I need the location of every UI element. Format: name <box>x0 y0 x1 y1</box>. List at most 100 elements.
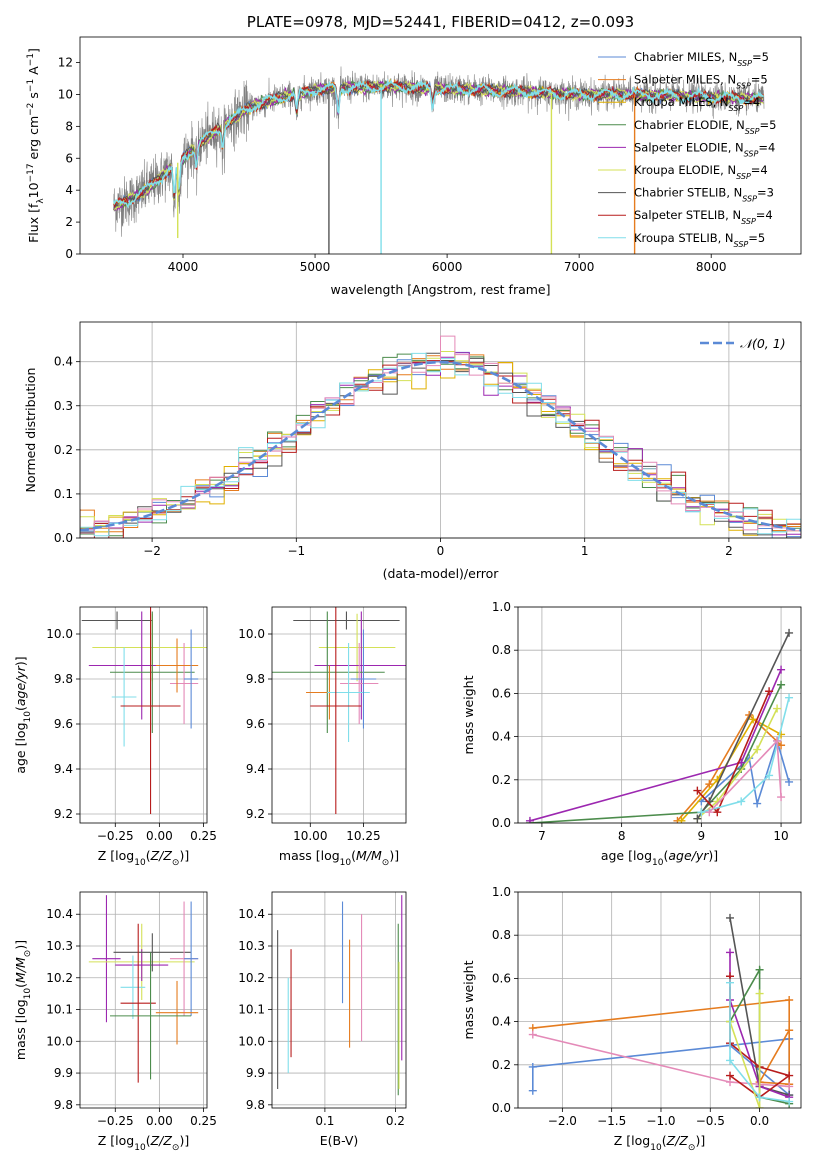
y-axis-label-part: mass [log <box>13 999 28 1060</box>
weight-marker <box>753 745 762 754</box>
x-axis-label-part: )] <box>389 848 399 863</box>
legend-label: Chabrier MILES, NSSP=5 <box>634 50 769 68</box>
y-axis-label-part: s <box>26 92 41 103</box>
axes-age_vs_mass: 10.00 10.25 9.2 9.4 9.6 9.8 10.0 mass [log10(M/… <box>238 606 407 868</box>
x-axis-label-part: Z/Z <box>666 1133 689 1148</box>
weight-marker <box>726 978 735 987</box>
x-axis-label-part: ⊙ <box>382 858 390 868</box>
legend-label: Salpeter ELODIE, NSSP=4 <box>634 140 775 158</box>
y-tick-label: 0.8 <box>492 928 511 942</box>
weight-marker <box>726 1071 735 1080</box>
legend-label: Salpeter MILES, NSSP=5 <box>634 73 768 91</box>
legend-label-n: =4 <box>756 208 773 222</box>
x-tick-label: 0.25 <box>190 829 217 843</box>
y-axis-label-part: age/yr <box>13 665 28 706</box>
weight-marker <box>528 1062 537 1071</box>
normal-curve <box>80 360 801 532</box>
x-axis-label: Z [log10(Z/Z⊙)] <box>98 848 189 868</box>
plot-area-residuals <box>80 335 801 538</box>
y-tick-label: 9.8 <box>246 1098 265 1112</box>
axes-spectrum: 4000 5000 6000 7000 8000 0 2 4 6 8 10 12 PLATE=0978,… <box>26 13 802 297</box>
y-tick-label: 9.6 <box>54 717 73 731</box>
y-tick-label: 9.2 <box>54 807 73 821</box>
legend-label-main: Kroupa STELIB, N <box>634 231 734 245</box>
legend-label-sub: SSP <box>736 172 751 181</box>
histogram-pink <box>80 335 801 538</box>
axes-frame <box>517 891 802 1109</box>
weight-marker <box>677 816 686 823</box>
weight-marker <box>528 1030 537 1039</box>
x-tick-label: −1.0 <box>646 1114 675 1128</box>
y-tick-label: 0.2 <box>54 443 73 457</box>
plot-area-age_vs_Z <box>81 607 207 814</box>
legend-label: Chabrier ELODIE, NSSP=5 <box>634 118 776 136</box>
x-tick-label: 10 <box>773 829 788 843</box>
legend-label-n: =4 <box>758 140 775 154</box>
x-axis-label-part: )] <box>179 848 189 863</box>
weight-marker <box>785 628 794 637</box>
weight-line-salpeter_miles <box>676 713 782 822</box>
y-axis-label-part: 10 <box>26 182 41 198</box>
axes-age_vs_Z: −0.25 0.00 0.259.29.49.69.810.0Z [log10(Z/… <box>13 606 217 868</box>
x-axis-label-part: (data-model)/error <box>383 566 500 581</box>
y-tick-label: 10.4 <box>46 907 73 921</box>
axes-frame <box>517 606 802 824</box>
x-axis-label-part: ( <box>146 1133 151 1148</box>
weight-marker <box>693 814 702 823</box>
legend-label-main: Chabrier STELIB, N <box>634 186 742 200</box>
legend-label-main: Salpeter ELODIE, N <box>634 140 744 154</box>
x-tick-label: 7000 <box>564 260 595 274</box>
x-axis-label-part: mass [log <box>279 848 340 863</box>
y-axis-label: age [log10(age/yr)] <box>13 656 33 773</box>
y-tick-label: 10.4 <box>238 907 265 921</box>
y-tick-label: 9.4 <box>246 762 265 776</box>
y-tick-label: 8 <box>65 119 73 133</box>
x-tick-label: 8 <box>618 829 626 843</box>
weight-marker <box>753 799 762 808</box>
weight-marker <box>785 996 794 1004</box>
y-axis-label-part: 10 <box>23 988 33 1000</box>
legend-label-sub: SSP <box>741 217 756 226</box>
weight-marker <box>785 777 794 786</box>
weight-marker <box>693 786 702 795</box>
weight-marker <box>777 680 786 689</box>
x-tick-label: 4000 <box>168 260 199 274</box>
y-axis-label-part: ( <box>13 983 28 988</box>
y-tick-label: 1.0 <box>492 885 511 899</box>
x-tick-label: 0.1 <box>315 1114 334 1128</box>
x-axis-label-part: 10 <box>340 858 352 868</box>
y-axis-label-part: )] <box>13 656 28 666</box>
x-tick-label: 0.0 <box>750 1114 769 1128</box>
axes-frame <box>79 606 208 824</box>
y-tick-label: 9.4 <box>54 762 73 776</box>
y-axis-label-part: mass weight <box>461 960 476 1039</box>
weight-line-kroupa_stelib <box>701 697 790 813</box>
y-tick-label: 0.8 <box>492 643 511 657</box>
y-tick-label: 2 <box>65 215 73 229</box>
legend-label-sub: SSP <box>734 239 749 248</box>
weight-marker <box>765 771 774 780</box>
y-tick-label: 6 <box>65 151 73 165</box>
y-tick-label: 0.6 <box>492 686 511 700</box>
y-tick-label: 1.0 <box>492 600 511 614</box>
weight-marker <box>785 693 794 702</box>
legend-label: Chabrier STELIB, NSSP=3 <box>634 186 774 204</box>
x-tick-label: 7 <box>538 829 546 843</box>
y-tick-label: 0.2 <box>492 773 511 787</box>
y-axis-label-part: erg cm <box>26 116 41 164</box>
y-tick-label: 0.0 <box>54 531 73 545</box>
x-axis-label: Z [log10(Z/Z⊙)] <box>98 1133 189 1153</box>
y-tick-label: 9.8 <box>54 1098 73 1112</box>
y-tick-label: 9.9 <box>246 1066 265 1080</box>
x-axis-label-part: ( <box>662 1133 667 1148</box>
y-tick-label: 9.8 <box>54 672 73 686</box>
weight-line-kroupa_stelib <box>729 982 790 1103</box>
x-axis-label-part: M/M <box>356 848 382 863</box>
legend-label-sub: SSP <box>742 194 757 203</box>
y-axis-label-part: ⊙ <box>23 950 33 958</box>
plot-area-mass_vs_Z <box>88 895 199 1083</box>
weight-marker <box>737 797 746 806</box>
y-axis-label-part: Flux [f <box>26 203 41 243</box>
